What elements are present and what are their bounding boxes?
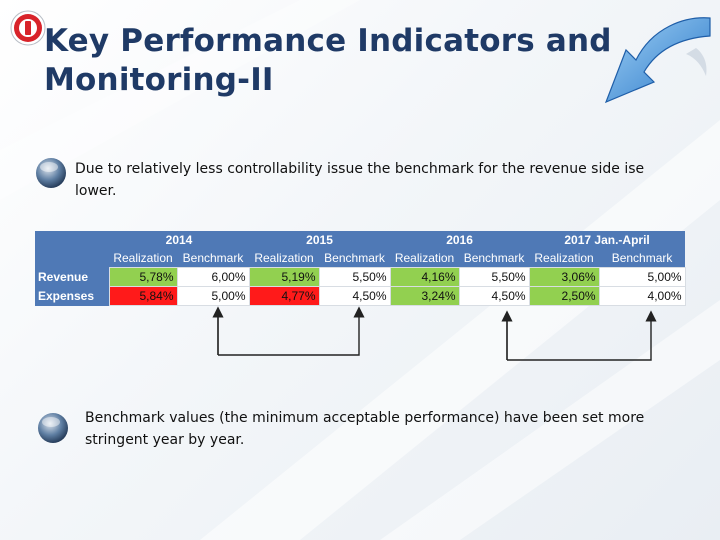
logo-icon — [10, 10, 46, 46]
benchmark-header: Benchmark — [177, 249, 250, 268]
kpi-table: 2014 2015 2016 2017 Jan.-April Realizati… — [35, 231, 686, 306]
realization-header: Realization — [529, 249, 600, 268]
realization-header: Realization — [249, 249, 320, 268]
realization-cell: 4,77% — [248, 286, 320, 306]
row-label: Revenue — [35, 267, 109, 287]
benchmark-cell: 4,50% — [458, 286, 530, 306]
year-header: 2017 Jan.-April — [529, 231, 686, 249]
benchmark-cell: 5,00% — [176, 286, 250, 306]
benchmark-cell: 5,50% — [458, 267, 530, 287]
subheader-row: Realization Benchmark Realization Benchm… — [35, 249, 686, 268]
realization-header: Realization — [390, 249, 460, 268]
title-line-2: Monitoring-II — [44, 62, 274, 98]
year-header: 2014 — [109, 231, 250, 249]
year-header-row: 2014 2015 2016 2017 Jan.-April — [35, 231, 686, 249]
bullet-text-2: Benchmark values (the minimum acceptable… — [85, 410, 645, 448]
benchmark-cell: 5,50% — [318, 267, 391, 287]
header-corner — [35, 231, 109, 249]
table-row-expenses: Expenses 5,84% 5,00% 4,77% 4,50% 3,24% 4… — [35, 286, 686, 306]
realization-cell: 5,84% — [108, 286, 178, 306]
realization-cell: 2,50% — [528, 286, 600, 306]
year-header: 2015 — [249, 231, 391, 249]
realization-cell: 3,06% — [528, 267, 600, 287]
title-line-1: Key Performance Indicators and — [44, 23, 612, 59]
curved-arrow-icon — [604, 17, 711, 104]
page-title: Key Performance Indicators and Monitorin… — [44, 22, 612, 100]
benchmark-cell: 4,50% — [318, 286, 391, 306]
realization-header: Realization — [109, 249, 177, 268]
row-label: Expenses — [35, 286, 109, 306]
benchmark-header: Benchmark — [599, 249, 686, 268]
bullet-icon-1 — [36, 158, 66, 188]
benchmark-header: Benchmark — [319, 249, 391, 268]
benchmark-cell: 4,00% — [598, 286, 686, 306]
bullet-text-1: Due to relatively less controllability i… — [75, 161, 645, 199]
realization-cell: 3,24% — [389, 286, 460, 306]
benchmark-cell: 6,00% — [176, 267, 250, 287]
benchmark-header: Benchmark — [459, 249, 530, 268]
year-header: 2016 — [390, 231, 530, 249]
bullet-icon-2 — [38, 413, 68, 443]
header-corner — [35, 249, 109, 268]
realization-cell: 5,78% — [108, 267, 178, 287]
